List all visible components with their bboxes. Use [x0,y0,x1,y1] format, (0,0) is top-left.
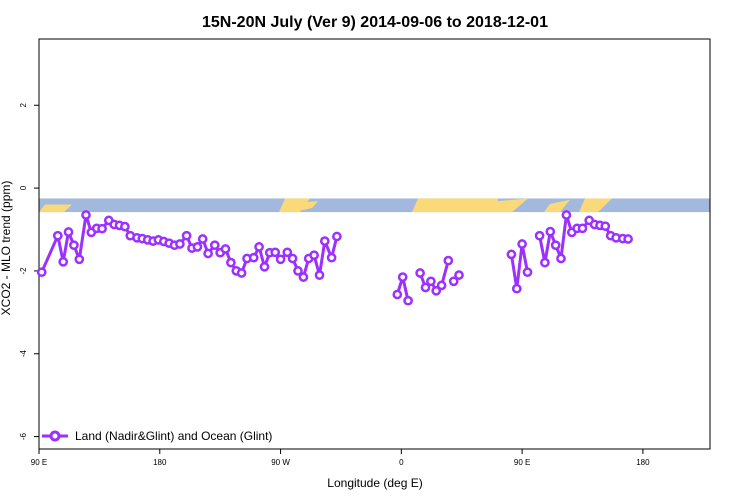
data-point [443,255,454,266]
series-line [509,242,529,291]
data-point [420,282,431,293]
data-point [209,240,220,251]
data-point [415,268,425,278]
data-point [454,270,464,280]
x-tick-label: 180 [636,458,650,467]
data-point [175,239,185,249]
chart-title: 15N-20N July (Ver 9) 2014-09-06 to 2018-… [202,14,548,31]
data-point [403,295,413,306]
data-point [298,272,309,282]
y-tick-label: -4 [19,350,28,358]
data-point [431,285,442,296]
data-point [448,276,459,287]
legend-label: Land (Nadir&Glint) and Ocean (Glint) [75,429,272,443]
x-tick-label: 0 [399,458,404,467]
data-point [58,256,69,267]
map-strip-land [39,198,612,213]
x-axis-label: Longitude (deg E) [327,476,422,490]
land-patch [544,199,570,213]
land-patch [579,198,612,213]
land-patch [492,198,528,213]
data-point [69,240,79,251]
land-patch [285,198,307,206]
data-point [270,247,281,258]
data-point [436,280,447,291]
data-point [181,230,192,241]
x-tick-label: 90 E [514,458,530,467]
data-point [540,257,550,268]
data-point [236,268,247,278]
data-point [220,244,231,254]
data-point [275,254,286,265]
map-strip-ocean [39,198,710,213]
y-axis-label: XCO2 - MLO trend (ppm) [0,181,13,316]
x-tick-label: 90 E [31,458,47,467]
data-point [392,289,403,300]
data-point [254,242,264,252]
data-point [203,248,213,259]
x-tick-label: 90 W [271,458,290,467]
x-tick-label: 180 [153,458,167,467]
x-axis: 90 E 180 90 W 0 90 E 180 [31,449,650,467]
y-tick-label: 0 [19,185,28,190]
data-point [226,257,236,268]
data-point [506,249,517,260]
y-tick-label: -6 [19,432,28,440]
y-axis: 2 0 -2 -4 -6 [19,102,39,440]
y-tick-label: -2 [19,267,28,275]
data-point [74,254,85,265]
map-strip [39,198,710,213]
data-point [319,236,330,246]
data-point [623,234,633,244]
data-point [522,267,533,278]
data-point [545,226,556,237]
data-point [248,252,259,263]
data-point [511,283,522,294]
data-point [600,221,611,232]
data-point [282,247,293,258]
data-point [332,231,342,242]
legend-swatch-point [49,430,61,442]
data-point [259,261,270,272]
data-point [287,253,298,264]
plot-area [38,38,711,450]
legend: Land (Nadir&Glint) and Ocean (Glint) [42,429,272,443]
data-point [192,242,203,252]
data-point [534,230,545,241]
data-point [293,266,303,276]
data-point [314,270,325,280]
data-point [197,234,208,244]
data-point [326,252,337,263]
data-point [426,276,436,287]
data-point [63,227,74,237]
data-point [397,272,408,282]
data-point [517,239,527,249]
data-point [52,230,63,241]
land-patch [418,198,498,206]
series-points [36,210,633,306]
data-point [561,210,572,220]
land-patch [39,204,72,213]
data-point [81,210,91,220]
data-point [36,267,47,278]
data-point [556,253,566,264]
data-point [309,250,319,261]
data-point [577,223,588,234]
data-point [120,221,130,232]
data-point [550,240,561,251]
data-point [97,223,107,234]
y-tick-label: 2 [19,102,28,107]
